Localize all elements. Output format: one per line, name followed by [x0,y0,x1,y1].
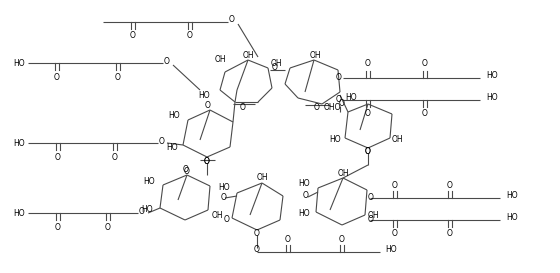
Text: HO: HO [506,213,517,222]
Text: O: O [240,102,246,111]
Text: HO: HO [218,183,230,192]
Text: HO: HO [486,72,498,81]
Text: OH: OH [309,51,321,60]
Text: HO: HO [13,209,25,218]
Text: O: O [447,230,453,239]
Text: HO: HO [141,206,153,215]
Text: O: O [339,236,345,245]
Text: O: O [204,158,210,167]
Text: O: O [164,57,170,66]
Text: O: O [392,180,398,189]
Text: O: O [204,158,210,167]
Text: O: O [365,147,371,156]
Text: HO: HO [13,58,25,67]
Text: O: O [285,236,291,245]
Text: HO: HO [198,91,210,99]
Text: O: O [422,60,428,69]
Text: O: O [105,222,111,232]
Text: OH: OH [270,60,282,69]
Text: HO: HO [13,138,25,147]
Text: O: O [368,215,374,224]
Text: HO: HO [298,180,310,188]
Text: O: O [392,230,398,239]
Text: OH: OH [392,135,404,144]
Text: O: O [205,102,211,111]
Text: O: O [339,99,345,108]
Text: O: O [54,73,60,82]
Text: HO: HO [298,209,310,218]
Text: O: O [447,180,453,189]
Text: O: O [224,215,230,224]
Text: OH: OH [368,210,380,219]
Text: OHO: OHO [324,103,341,112]
Text: O: O [139,206,145,215]
Text: O: O [365,109,371,118]
Text: OH: OH [212,210,223,219]
Text: O: O [221,192,227,201]
Text: O: O [422,109,428,118]
Text: O: O [183,165,189,174]
Text: O: O [229,16,235,25]
Text: O: O [303,191,309,200]
Text: O: O [368,194,374,203]
Text: HO: HO [345,93,357,102]
Text: O: O [187,31,193,40]
Text: O: O [314,103,320,112]
Text: O: O [335,73,341,82]
Text: OH: OH [242,51,254,60]
Text: O: O [55,222,61,232]
Text: O: O [335,96,341,105]
Text: O: O [159,136,165,146]
Text: HO: HO [143,177,155,186]
Text: O: O [365,60,371,69]
Text: O: O [254,245,260,254]
Text: O: O [115,73,121,82]
Text: HO: HO [166,143,178,152]
Text: O: O [130,31,136,40]
Text: HO: HO [169,111,180,120]
Text: O: O [254,230,260,239]
Text: OH: OH [256,174,268,182]
Text: O: O [112,153,118,162]
Text: O: O [184,167,190,176]
Text: OH: OH [337,170,349,179]
Text: O: O [55,153,61,162]
Text: OH: OH [214,55,226,64]
Text: HO: HO [385,245,396,254]
Text: O: O [272,64,278,73]
Text: HO: HO [506,191,517,200]
Text: O: O [365,147,371,156]
Text: HO: HO [329,135,341,144]
Text: HO: HO [486,93,498,102]
